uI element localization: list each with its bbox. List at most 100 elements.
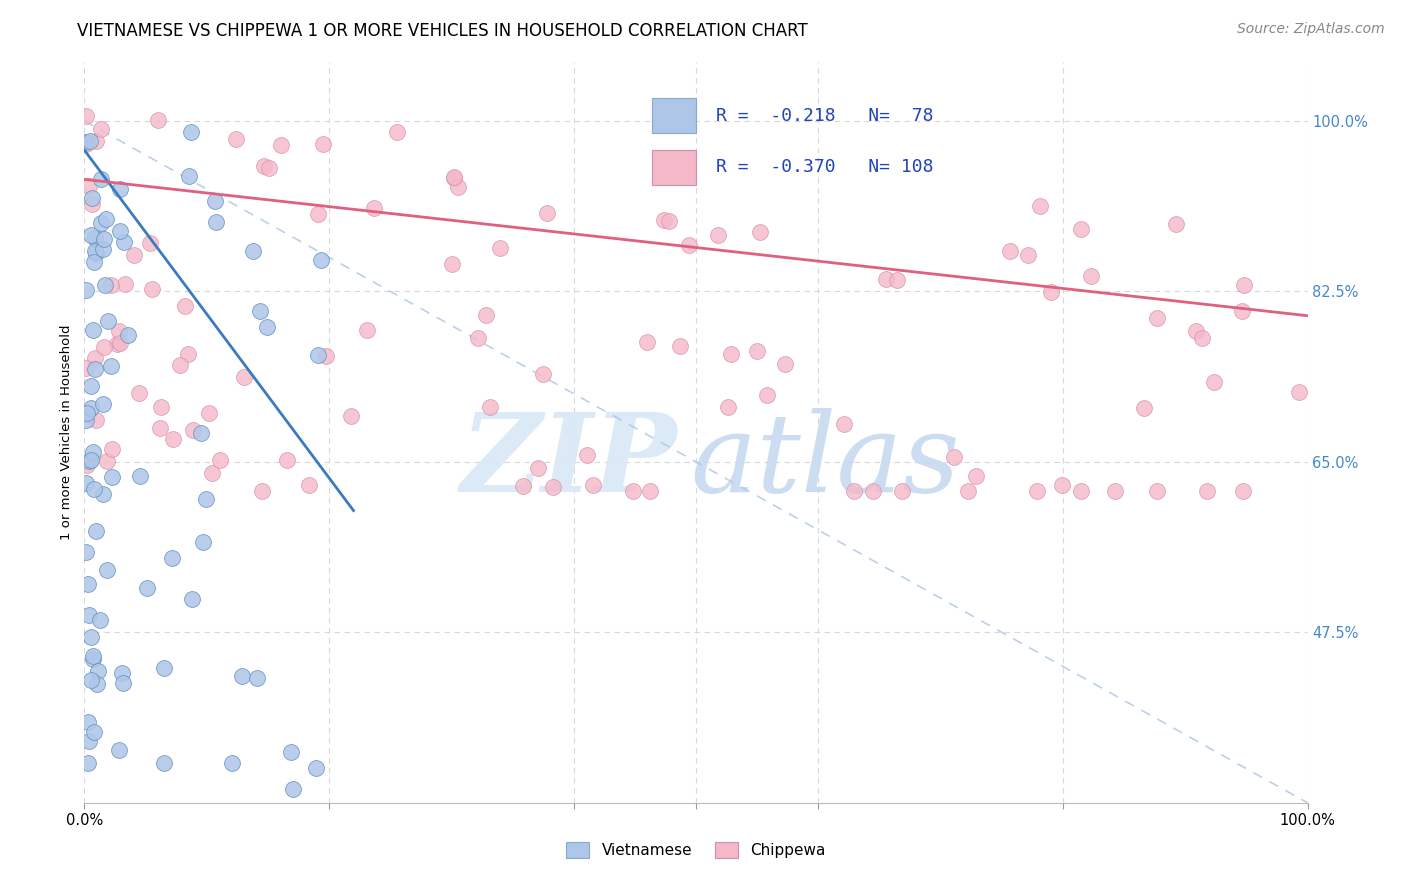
Point xyxy=(181,592,204,607)
Point xyxy=(862,484,884,499)
Point xyxy=(531,367,554,381)
Point xyxy=(582,478,605,492)
Point xyxy=(75,475,97,490)
Point xyxy=(80,453,103,467)
Point xyxy=(221,756,243,771)
Point xyxy=(1202,375,1225,389)
Point xyxy=(479,400,502,414)
Point xyxy=(669,339,692,353)
Point xyxy=(256,320,278,334)
Point xyxy=(745,343,768,358)
Point xyxy=(1040,285,1063,300)
Point xyxy=(96,564,118,578)
Point xyxy=(90,216,112,230)
Point xyxy=(1050,478,1073,492)
Point xyxy=(1028,199,1050,213)
Point xyxy=(441,257,464,271)
Y-axis label: 1 or more Vehicles in Household: 1 or more Vehicles in Household xyxy=(60,325,73,541)
Point xyxy=(82,191,104,205)
Point xyxy=(80,228,103,243)
Point xyxy=(755,388,778,402)
Point xyxy=(82,323,104,337)
Point xyxy=(91,397,114,411)
Point xyxy=(146,113,169,128)
Point xyxy=(1104,484,1126,499)
Point xyxy=(153,661,176,675)
Point xyxy=(100,359,122,374)
Point xyxy=(387,125,409,139)
Point xyxy=(201,467,224,481)
Point xyxy=(173,299,195,313)
Point xyxy=(75,545,97,559)
Point xyxy=(447,180,470,194)
Point xyxy=(111,665,134,680)
Point xyxy=(84,413,107,427)
Point xyxy=(75,361,97,376)
Point xyxy=(1080,269,1102,284)
Point xyxy=(249,304,271,318)
Point xyxy=(658,214,681,228)
Point xyxy=(191,535,214,549)
Point xyxy=(965,469,987,483)
Point xyxy=(114,277,136,291)
Point xyxy=(706,227,728,242)
Point xyxy=(80,673,103,688)
Point xyxy=(363,201,385,215)
Point xyxy=(315,350,337,364)
Point xyxy=(87,665,110,679)
Point xyxy=(891,484,914,499)
Point xyxy=(75,136,97,151)
Point xyxy=(153,756,176,770)
Text: Source: ZipAtlas.com: Source: ZipAtlas.com xyxy=(1237,22,1385,37)
Point xyxy=(169,359,191,373)
Point xyxy=(512,479,534,493)
Point xyxy=(307,348,329,362)
Point xyxy=(75,283,97,297)
Point xyxy=(998,244,1021,259)
Point xyxy=(90,171,112,186)
Point xyxy=(956,484,979,499)
Point xyxy=(1195,484,1218,499)
Point xyxy=(181,424,204,438)
Point xyxy=(1070,484,1092,499)
Point xyxy=(149,400,172,414)
Point xyxy=(83,231,105,245)
Point xyxy=(108,224,131,238)
Point xyxy=(90,122,112,136)
Point xyxy=(720,347,742,361)
Point xyxy=(1184,325,1206,339)
Point xyxy=(83,351,105,365)
Point xyxy=(77,607,100,622)
Point xyxy=(773,357,796,371)
Point xyxy=(82,648,104,663)
Point xyxy=(80,401,103,415)
Point xyxy=(1146,484,1168,499)
Point xyxy=(233,369,256,384)
Point xyxy=(80,378,103,392)
Point xyxy=(80,630,103,644)
Point xyxy=(82,651,104,665)
Point xyxy=(149,421,172,435)
Point xyxy=(305,761,328,775)
Point xyxy=(250,484,273,499)
Point xyxy=(162,432,184,446)
Point xyxy=(832,417,855,431)
Point xyxy=(76,458,98,473)
Point xyxy=(195,491,218,506)
Point xyxy=(1232,278,1254,293)
Point xyxy=(198,406,221,420)
Point xyxy=(177,347,200,361)
Point xyxy=(83,255,105,269)
Point xyxy=(83,725,105,739)
Point xyxy=(280,745,302,759)
Point xyxy=(536,206,558,220)
Point xyxy=(97,314,120,328)
Point xyxy=(749,225,772,239)
Point xyxy=(1191,331,1213,345)
Point xyxy=(91,242,114,256)
Point xyxy=(1017,248,1039,262)
Point xyxy=(309,253,332,268)
Point xyxy=(86,677,108,691)
Point xyxy=(281,782,304,797)
Point xyxy=(209,452,232,467)
